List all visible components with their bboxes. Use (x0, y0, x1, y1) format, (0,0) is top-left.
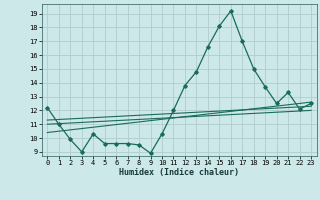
X-axis label: Humidex (Indice chaleur): Humidex (Indice chaleur) (119, 168, 239, 177)
